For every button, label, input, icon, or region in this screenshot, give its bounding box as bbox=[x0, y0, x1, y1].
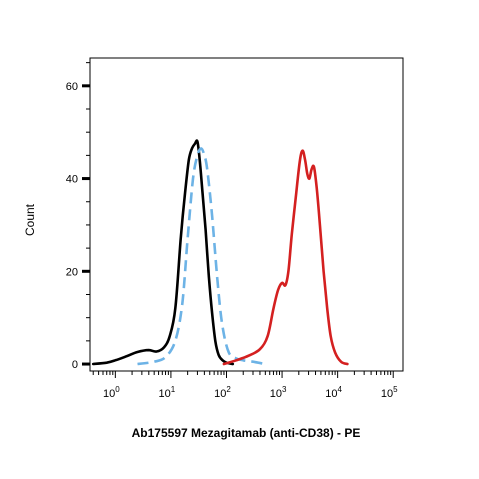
plot-frame bbox=[89, 57, 404, 372]
y-tick-label: 20 bbox=[66, 266, 78, 278]
x-tick-label: 102 bbox=[214, 385, 231, 400]
series-line-2 bbox=[137, 147, 266, 366]
y-tick-label: 60 bbox=[66, 81, 78, 93]
x-tick-label: 101 bbox=[159, 385, 176, 400]
series-line-3 bbox=[222, 149, 349, 366]
y-axis-title: Count bbox=[23, 203, 37, 236]
x-axis: 100 101 102 103 104 105 bbox=[92, 371, 398, 400]
y-tick-label: 40 bbox=[66, 174, 78, 186]
x-tick-label: 100 bbox=[103, 385, 120, 400]
y-axis: 0 20 40 60 bbox=[66, 62, 90, 371]
x-tick-label: 103 bbox=[270, 385, 287, 400]
y-tick-label: 0 bbox=[72, 359, 78, 371]
series-layer bbox=[91, 139, 349, 366]
series-line-1 bbox=[91, 139, 235, 366]
x-tick-label: 104 bbox=[325, 385, 342, 400]
x-axis-title: Ab175597 Mezagitamab (anti-CD38) - PE bbox=[132, 426, 361, 440]
x-tick-label: 105 bbox=[381, 385, 398, 400]
